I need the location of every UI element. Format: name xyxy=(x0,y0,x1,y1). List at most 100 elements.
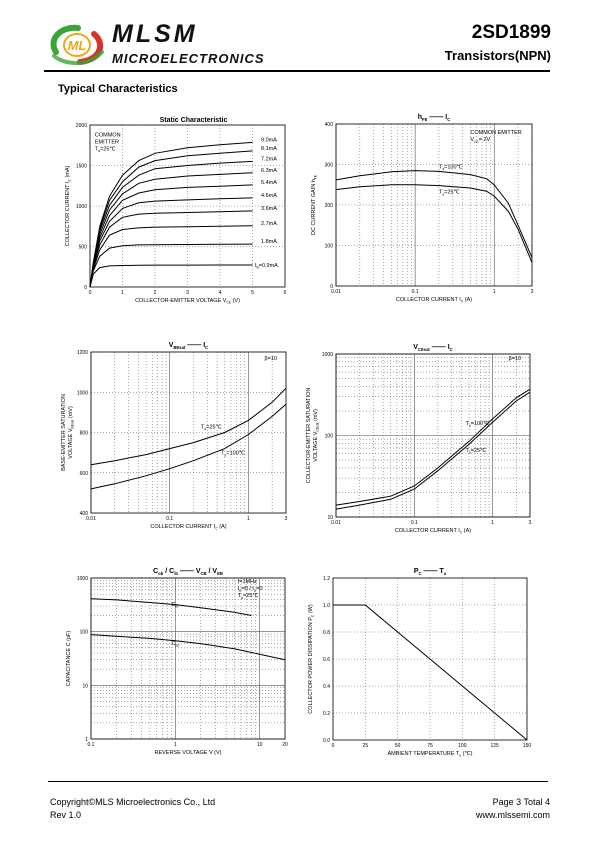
y-tick-label: 400 xyxy=(325,122,334,128)
x-tick-label: 2 xyxy=(154,290,157,296)
annotation: EMITTER xyxy=(95,139,119,145)
x-tick-label: 0.01 xyxy=(86,516,96,522)
series-label: 2.7mA xyxy=(261,221,277,227)
x-tick-label: 1 xyxy=(247,516,250,522)
y-tick-label: 0 xyxy=(84,285,87,291)
series-label: Ta​=25℃ xyxy=(465,448,487,455)
series-label: 1.8mA xyxy=(261,239,277,245)
y-tick-label: 2000 xyxy=(76,123,87,129)
chart-title: Static Characteristic xyxy=(160,117,228,124)
header-divider xyxy=(44,70,550,72)
series-label: 6.3mA xyxy=(261,168,277,174)
x-tick-label: 150 xyxy=(523,743,532,749)
plot-frame xyxy=(89,124,286,288)
x-tick-label: 0 xyxy=(332,743,335,749)
series-line xyxy=(89,225,253,288)
logo-text: ML xyxy=(68,38,87,53)
x-tick-label: 1 xyxy=(493,289,496,295)
section-title: Typical Characteristics xyxy=(58,83,178,95)
y-tick-label: 400 xyxy=(80,511,89,517)
y-tick-label: 1500 xyxy=(76,164,87,170)
brand-name: MLSM xyxy=(112,20,198,48)
x-tick-label: 0.1 xyxy=(88,742,95,748)
y-axis-label: VOLTAGE VCEsat​ (mV) xyxy=(313,409,320,462)
y-axis-label: DC CURRENT GAIN hFE​ xyxy=(311,174,318,235)
series-label: 8.1mA xyxy=(261,146,277,152)
x-tick-label: 1 xyxy=(491,520,494,526)
footer-divider xyxy=(48,781,548,782)
y-tick-label: 1.0 xyxy=(323,603,330,609)
series-line xyxy=(89,243,253,288)
y-tick-label: 800 xyxy=(80,431,89,437)
chart-title: Cob​ / Cib​ —— VCB​ / VEB​ xyxy=(153,568,223,576)
series-line xyxy=(89,197,253,288)
series-line xyxy=(335,184,533,263)
x-axis-label: COLLECTOR CURRENT IC​ (A) xyxy=(150,524,226,531)
x-tick-label: 100 xyxy=(458,743,467,749)
series-label: Cib​ xyxy=(171,602,178,609)
x-axis-label: COLLECTOR CURRENT IC​ (A) xyxy=(396,297,472,304)
copyright-text: Copyright©MLS Microelectronics Co., Ltd xyxy=(50,797,216,807)
x-tick-label: 25 xyxy=(363,743,369,749)
annotation: COMMON EMITTER xyxy=(470,130,521,136)
series-line xyxy=(333,604,528,741)
chart-title: hFE​ —— IC​ xyxy=(418,114,451,122)
plot-frame xyxy=(90,577,286,740)
x-tick-label: 1 xyxy=(174,742,177,748)
chart-title: VCEsat​ —— IC​ xyxy=(413,344,452,352)
x-tick-label: 20 xyxy=(282,742,288,748)
x-tick-label: 125 xyxy=(490,743,499,749)
series-line xyxy=(89,264,253,288)
series-label: Ta​=100℃ xyxy=(221,451,246,458)
annotation: IE​=0 / IC​=0 xyxy=(238,586,263,593)
annotation: VCE​= 2V xyxy=(470,137,490,144)
y-tick-label: 0.0 xyxy=(323,738,330,744)
annotation: Ta​=25℃ xyxy=(238,593,260,600)
y-tick-label: 1 xyxy=(85,737,88,743)
x-tick-label: 3 xyxy=(529,520,532,526)
x-tick-label: 3 xyxy=(285,516,288,522)
y-tick-label: 0 xyxy=(330,284,333,290)
series-line xyxy=(335,170,533,258)
y-tick-label: 300 xyxy=(325,163,334,169)
plot-frame xyxy=(335,123,533,287)
series-line xyxy=(335,391,531,510)
series-line xyxy=(90,403,287,490)
y-tick-label: 500 xyxy=(79,245,88,251)
x-tick-label: 3 xyxy=(531,289,534,295)
y-tick-label: 10 xyxy=(82,683,88,689)
y-tick-label: 1.2 xyxy=(323,576,330,582)
brand-subtitle: MICROELECTRONICS xyxy=(112,51,265,66)
series-line xyxy=(90,387,287,466)
series-label: Ta​=25℃ xyxy=(201,424,223,431)
revision-text: Rev 1.0 xyxy=(50,810,82,820)
y-tick-label: 1000 xyxy=(76,204,87,210)
annotation: β=10 xyxy=(265,356,278,362)
website-link[interactable]: www.mlssemi.com xyxy=(475,810,550,820)
series-label: 7.2mA xyxy=(261,156,277,162)
series-label: Ta​=100℃ xyxy=(465,421,490,428)
chart-title: PC​ —— Ta​ xyxy=(414,568,447,576)
x-tick-label: 1 xyxy=(121,290,124,296)
x-axis-label: COLLECTOR CURRENT IC​ (A) xyxy=(395,528,471,535)
x-tick-label: 6 xyxy=(284,290,287,296)
y-tick-label: 1200 xyxy=(77,350,88,356)
series-label: 9.0mA xyxy=(261,137,277,143)
y-tick-label: 200 xyxy=(325,203,334,209)
series-line xyxy=(89,210,253,288)
x-axis-label: COLLECTOR-EMITTER VOLTAGE VCE​ (V) xyxy=(135,298,240,305)
series-line xyxy=(90,634,286,661)
series-label: IB​=0.9mA xyxy=(255,263,278,270)
x-tick-label: 0.1 xyxy=(412,289,419,295)
y-axis-label: COLLECTOR POWER DISSIPATION PC​ (W) xyxy=(308,604,315,714)
x-tick-label: 10 xyxy=(257,742,263,748)
series-line xyxy=(335,388,531,506)
series-line xyxy=(90,598,252,616)
y-tick-label: 10 xyxy=(327,515,333,521)
y-axis-label: CAPACITANCE C (pF) xyxy=(66,631,72,687)
page-number: Page 3 Total 4 xyxy=(492,797,550,807)
